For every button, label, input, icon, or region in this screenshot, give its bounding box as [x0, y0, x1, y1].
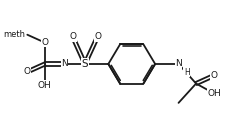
Text: O: O	[94, 32, 100, 41]
Text: O: O	[210, 71, 217, 80]
Text: N: N	[61, 60, 67, 68]
Text: meth: meth	[3, 30, 25, 39]
Text: H: H	[183, 68, 189, 77]
Text: OH: OH	[38, 81, 52, 90]
Text: O: O	[24, 67, 31, 76]
Text: N: N	[174, 60, 181, 68]
Text: O: O	[69, 32, 76, 41]
Text: O: O	[41, 38, 48, 46]
Text: S: S	[81, 59, 88, 69]
Text: OH: OH	[207, 89, 220, 98]
